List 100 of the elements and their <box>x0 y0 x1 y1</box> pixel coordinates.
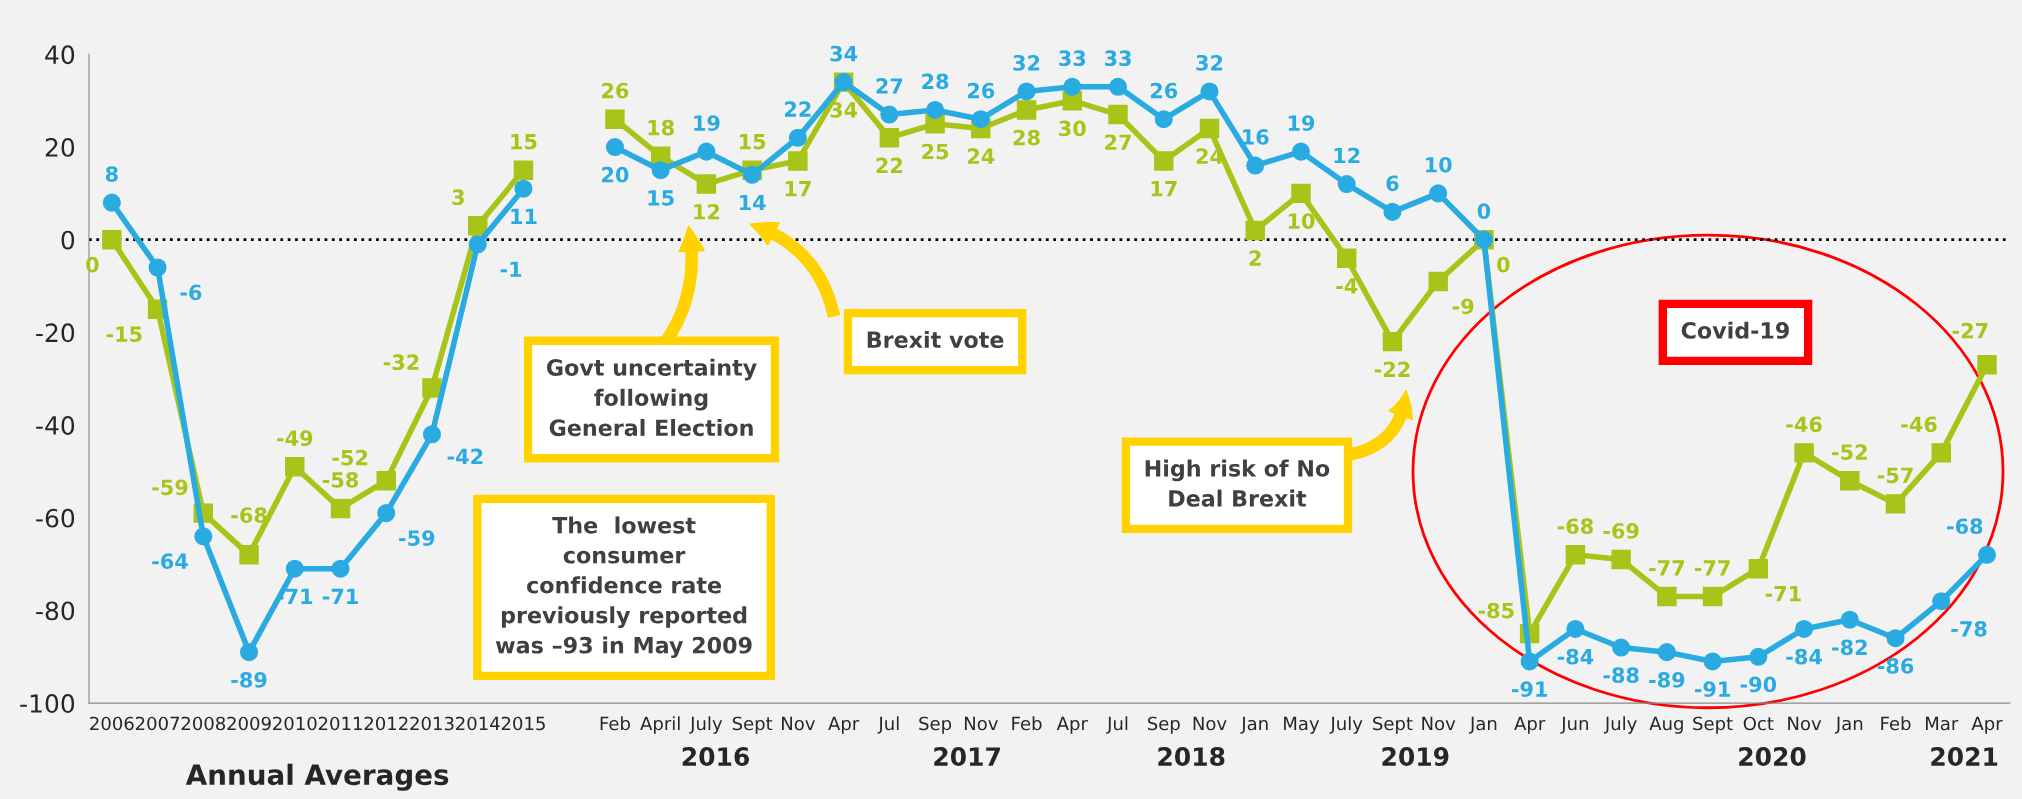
x-tick-label: Mar <box>1926 716 1959 731</box>
data-label: -27 <box>1952 322 1988 339</box>
data-label: -32 <box>383 354 419 371</box>
x-tick-label: Sep <box>1147 716 1180 734</box>
data-label: 27 <box>876 78 903 94</box>
data-label: 17 <box>785 181 811 197</box>
data-label: 16 <box>1243 129 1269 145</box>
point <box>1703 652 1722 671</box>
point <box>1749 647 1768 666</box>
x-tick-label: 2011 <box>318 716 362 731</box>
point <box>1108 104 1128 125</box>
x-tick-label: Sept <box>1693 716 1733 734</box>
data-label: 15 <box>511 134 537 150</box>
x-tick-label: 2013 <box>410 716 454 731</box>
data-label: 30 <box>1059 120 1086 137</box>
point <box>926 100 945 119</box>
point <box>879 128 900 148</box>
point <box>102 229 122 250</box>
data-label: 12 <box>694 203 720 220</box>
point <box>376 470 396 491</box>
point <box>1657 586 1677 607</box>
data-label: 14 <box>739 194 766 211</box>
data-label: -88 <box>1603 667 1639 684</box>
data-label: -91 <box>1694 681 1730 697</box>
point <box>148 258 167 277</box>
x-tick-label: Nov <box>782 716 815 731</box>
data-label: -9 <box>1452 298 1474 315</box>
data-label: 10 <box>1288 213 1315 229</box>
x-tick-label: July <box>1329 716 1363 734</box>
data-label: -22 <box>1374 361 1410 377</box>
x-tick-label: Jan <box>1240 716 1268 734</box>
point <box>1383 202 1402 221</box>
text: 2018 <box>1158 747 1225 766</box>
data-label: -6 <box>180 284 202 301</box>
data-label: 19 <box>694 115 720 131</box>
x-tick-label: April <box>640 716 680 734</box>
x-tick-label: Jul <box>1106 716 1128 734</box>
point <box>1199 118 1220 139</box>
point <box>1794 443 1814 463</box>
data-label: -69 <box>1603 523 1639 539</box>
data-label: -59 <box>399 530 435 546</box>
y-tick-label: 20 <box>45 137 75 157</box>
x-tick-label: 2010 <box>273 716 317 731</box>
x-tick-label: 2007 <box>135 716 179 731</box>
point <box>1016 100 1037 120</box>
point <box>194 527 213 546</box>
point <box>240 643 259 662</box>
data-label: -71 <box>1765 586 1801 602</box>
annotation: Govt uncertainty following General Election <box>546 358 757 437</box>
x-tick-label: Apr <box>1056 716 1088 734</box>
point <box>651 161 670 180</box>
data-label: 8 <box>105 166 118 182</box>
x-tick-label: July <box>689 716 723 734</box>
x-tick-label: Sept <box>732 716 773 734</box>
data-label: 22 <box>785 101 811 117</box>
point <box>696 174 717 194</box>
data-label: -59 <box>152 479 188 496</box>
data-label: -49 <box>277 430 313 447</box>
point <box>1154 151 1174 171</box>
data-label: -82 <box>1832 639 1867 656</box>
data-label: -68 <box>1947 518 1983 535</box>
y-tick-label: -100 <box>20 694 75 713</box>
data-label: 3 <box>452 189 464 206</box>
text: Annual Averages <box>185 763 449 791</box>
x-tick-label: Feb <box>1881 716 1911 731</box>
data-label: -90 <box>1740 676 1777 693</box>
text: 2017 <box>934 747 1000 766</box>
point <box>285 559 304 578</box>
point <box>1977 355 1997 375</box>
point <box>1702 586 1723 607</box>
data-label: -86 <box>1877 658 1914 674</box>
point <box>422 425 442 444</box>
x-tick-label: Jan <box>1469 716 1497 734</box>
x-tick-label: 2012 <box>364 716 408 731</box>
x-tick-label: Apr <box>1971 716 2003 734</box>
data-label: 18 <box>648 119 674 136</box>
data-label: -57 <box>1877 467 1913 484</box>
text: 2016 <box>682 747 749 766</box>
data-label: -84 <box>1786 648 1822 665</box>
data-label: 12 <box>1334 147 1360 164</box>
data-label: 32 <box>1013 54 1040 71</box>
text: 2019 <box>1382 747 1449 766</box>
annotation: Brexit vote <box>867 330 1004 349</box>
point <box>102 193 121 212</box>
data-label: -52 <box>1832 444 1867 460</box>
data-label: 33 <box>1059 50 1086 67</box>
data-label: 0 <box>1477 203 1491 219</box>
x-tick-label: Nov <box>1788 716 1822 731</box>
point <box>330 498 351 519</box>
y-tick-label: -60 <box>36 508 75 528</box>
data-label: 25 <box>922 143 949 160</box>
data-label: 15 <box>739 134 766 150</box>
data-label: 28 <box>922 73 949 90</box>
data-label: -68 <box>1557 518 1593 535</box>
data-label: -64 <box>152 553 188 570</box>
point <box>880 105 899 124</box>
point <box>1154 110 1173 129</box>
x-tick-label: Aug <box>1649 716 1683 734</box>
point <box>1336 248 1357 268</box>
x-tick-label: Feb <box>1012 716 1042 731</box>
